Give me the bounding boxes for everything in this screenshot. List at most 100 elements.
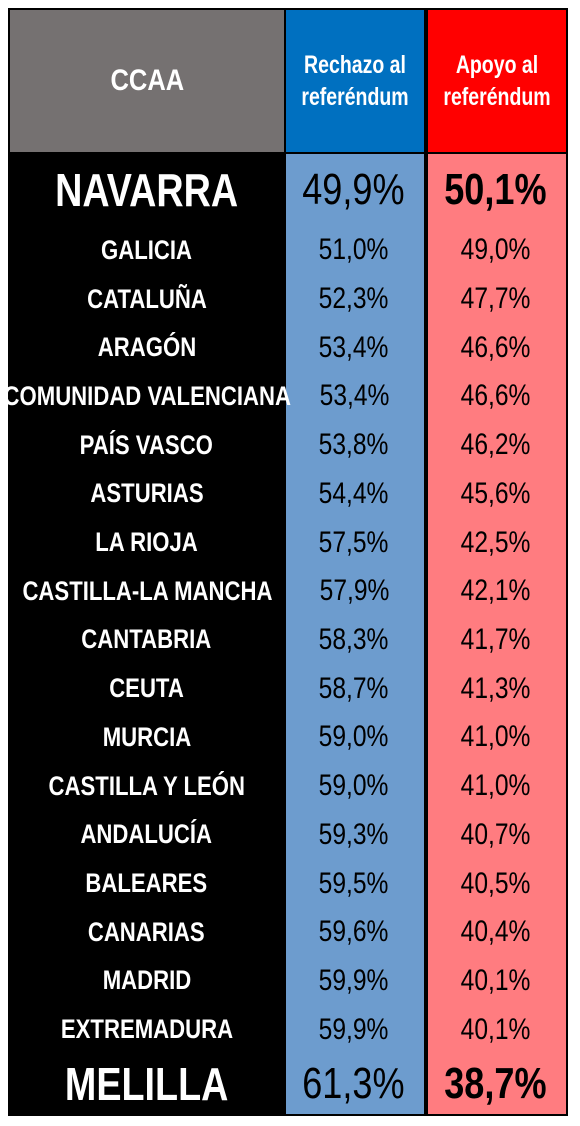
rechazo-value: 49,9% [283, 154, 424, 226]
apoyo-column-bg [426, 154, 566, 1114]
region-name: CASTILLA-LA MANCHA [10, 567, 284, 616]
apoyo-value-text: 45,6% [460, 476, 531, 510]
table-body: NAVARRA 49,9% 50,1% GALICIA 51,0% 49,0% CATALU… [3, 154, 566, 1114]
header-apoyo: Apoyo al referéndum [426, 10, 566, 152]
apoyo-value: 42,1% [425, 567, 566, 616]
table-row: MADRID 59,9% 40,1% [10, 957, 566, 1006]
region-name: CANARIAS [10, 908, 283, 957]
region-name-text: MELILLA [64, 1058, 229, 1110]
region-name-text: ARAGÓN [97, 332, 196, 363]
region-name-text: CASTILLA Y LEÓN [48, 770, 245, 801]
apoyo-value-text: 46,2% [460, 428, 531, 462]
rechazo-value-text: 58,3% [318, 622, 389, 656]
rechazo-value: 53,4% [284, 372, 425, 421]
rechazo-value-text: 59,3% [318, 817, 389, 851]
rechazo-value-text: 59,0% [318, 720, 389, 754]
table-row: BALEARES 59,5% 40,5% [10, 859, 566, 908]
region-name-text: CATALUÑA [86, 283, 207, 314]
rechazo-value-text: 54,4% [318, 476, 389, 510]
apoyo-value-text: 41,7% [460, 622, 531, 656]
region-name-text: CASTILLA-LA MANCHA [21, 575, 273, 606]
region-name-text: NAVARRA [55, 164, 239, 216]
region-name: ARAGÓN [10, 323, 283, 372]
rechazo-value: 53,4% [283, 323, 424, 372]
region-name: MADRID [10, 957, 283, 1006]
region-name-text: GALICIA [100, 234, 193, 265]
header-rechazo-label: Rechazo al referéndum [301, 51, 409, 111]
rechazo-column-bg [284, 154, 424, 1114]
rechazo-value-text: 58,7% [318, 671, 389, 705]
rechazo-value-text: 59,6% [318, 915, 389, 949]
table-row: CASTILLA-LA MANCHA 57,9% 42,1% [10, 567, 566, 616]
rechazo-value-text: 49,9% [302, 165, 405, 214]
apoyo-value: 38,7% [425, 1054, 566, 1114]
rechazo-value-text: 51,0% [318, 233, 389, 267]
apoyo-value-text: 40,1% [460, 1012, 531, 1046]
region-name: ANDALUCÍA [10, 810, 283, 859]
rechazo-value: 52,3% [283, 275, 424, 324]
region-name: ASTURIAS [10, 470, 283, 519]
header-apoyo-label: Apoyo al referéndum [443, 51, 551, 111]
header-ccaa-label: CCAA [110, 64, 184, 97]
rechazo-value-text: 53,4% [318, 330, 389, 364]
rechazo-value-text: 52,3% [318, 282, 389, 316]
region-name-text: ASTURIAS [89, 478, 204, 509]
region-name: CASTILLA Y LEÓN [10, 762, 283, 811]
rechazo-value-text: 59,5% [318, 866, 389, 900]
apoyo-value: 41,7% [425, 616, 566, 665]
apoyo-value-text: 40,4% [460, 915, 531, 949]
region-name: BALEARES [10, 859, 283, 908]
table-row: MURCIA 59,0% 41,0% [10, 713, 566, 762]
table-row: ANDALUCÍA 59,3% 40,7% [10, 810, 566, 859]
header-rechazo: Rechazo al referéndum [284, 10, 424, 152]
apoyo-value-text: 40,5% [460, 866, 531, 900]
rechazo-value-text: 59,9% [318, 963, 389, 997]
rechazo-value: 57,5% [283, 518, 424, 567]
table-row: LA RIOJA 57,5% 42,5% [10, 518, 566, 567]
apoyo-value: 40,5% [425, 859, 566, 908]
table-row: CEUTA 58,7% 41,3% [10, 664, 566, 713]
region-name-text: PAÍS VASCO [79, 429, 214, 460]
table-row: ARAGÓN 53,4% 46,6% [10, 323, 566, 372]
region-name: CATALUÑA [10, 275, 283, 324]
rechazo-value: 59,3% [283, 810, 424, 859]
rechazo-value-text: 59,0% [318, 769, 389, 803]
region-name-text: MADRID [102, 965, 191, 996]
table-row: COMUNIDAD VALENCIANA 53,4% 46,6% [3, 372, 566, 421]
apoyo-value-text: 38,7% [444, 1059, 547, 1108]
apoyo-value-text: 40,7% [460, 817, 531, 851]
apoyo-value: 47,7% [425, 275, 566, 324]
rechazo-value-text: 53,4% [319, 379, 390, 413]
rechazo-value-text: 61,3% [302, 1059, 405, 1108]
apoyo-value: 45,6% [425, 470, 566, 519]
region-name: EXTREMADURA [10, 1005, 283, 1054]
apoyo-value-text: 47,7% [460, 282, 531, 316]
table-row: MELILLA 61,3% 38,7% [10, 1054, 566, 1114]
table-header: CCAA Rechazo al referéndum Apoyo al refe… [10, 10, 566, 154]
region-name: PAÍS VASCO [10, 421, 283, 470]
results-table: CCAA Rechazo al referéndum Apoyo al refe… [3, 8, 568, 1116]
header-ccaa: CCAA [10, 10, 284, 152]
region-name: CEUTA [10, 664, 283, 713]
apoyo-value: 40,7% [425, 810, 566, 859]
apoyo-value-text: 46,6% [460, 330, 531, 364]
rechazo-value: 59,9% [283, 1005, 424, 1054]
rechazo-value-text: 57,5% [318, 525, 389, 559]
rechazo-value: 54,4% [283, 470, 424, 519]
rechazo-value-text: 53,8% [318, 428, 389, 462]
region-name-text: LA RIOJA [95, 527, 198, 558]
apoyo-value: 40,1% [425, 1005, 566, 1054]
region-name-text: CEUTA [109, 673, 184, 704]
region-name: LA RIOJA [10, 518, 283, 567]
rechazo-value: 58,3% [283, 616, 424, 665]
rechazo-value: 61,3% [283, 1054, 424, 1114]
apoyo-value-text: 42,5% [460, 525, 531, 559]
apoyo-value-text: 50,1% [444, 165, 547, 214]
apoyo-value: 40,1% [425, 957, 566, 1006]
region-name-text: MURCIA [102, 721, 191, 752]
apoyo-value-text: 46,6% [460, 379, 531, 413]
apoyo-value: 41,0% [425, 762, 566, 811]
table-row: PAÍS VASCO 53,8% 46,2% [10, 421, 566, 470]
region-name: COMUNIDAD VALENCIANA [3, 372, 290, 421]
table-row: CANARIAS 59,6% 40,4% [10, 908, 566, 957]
